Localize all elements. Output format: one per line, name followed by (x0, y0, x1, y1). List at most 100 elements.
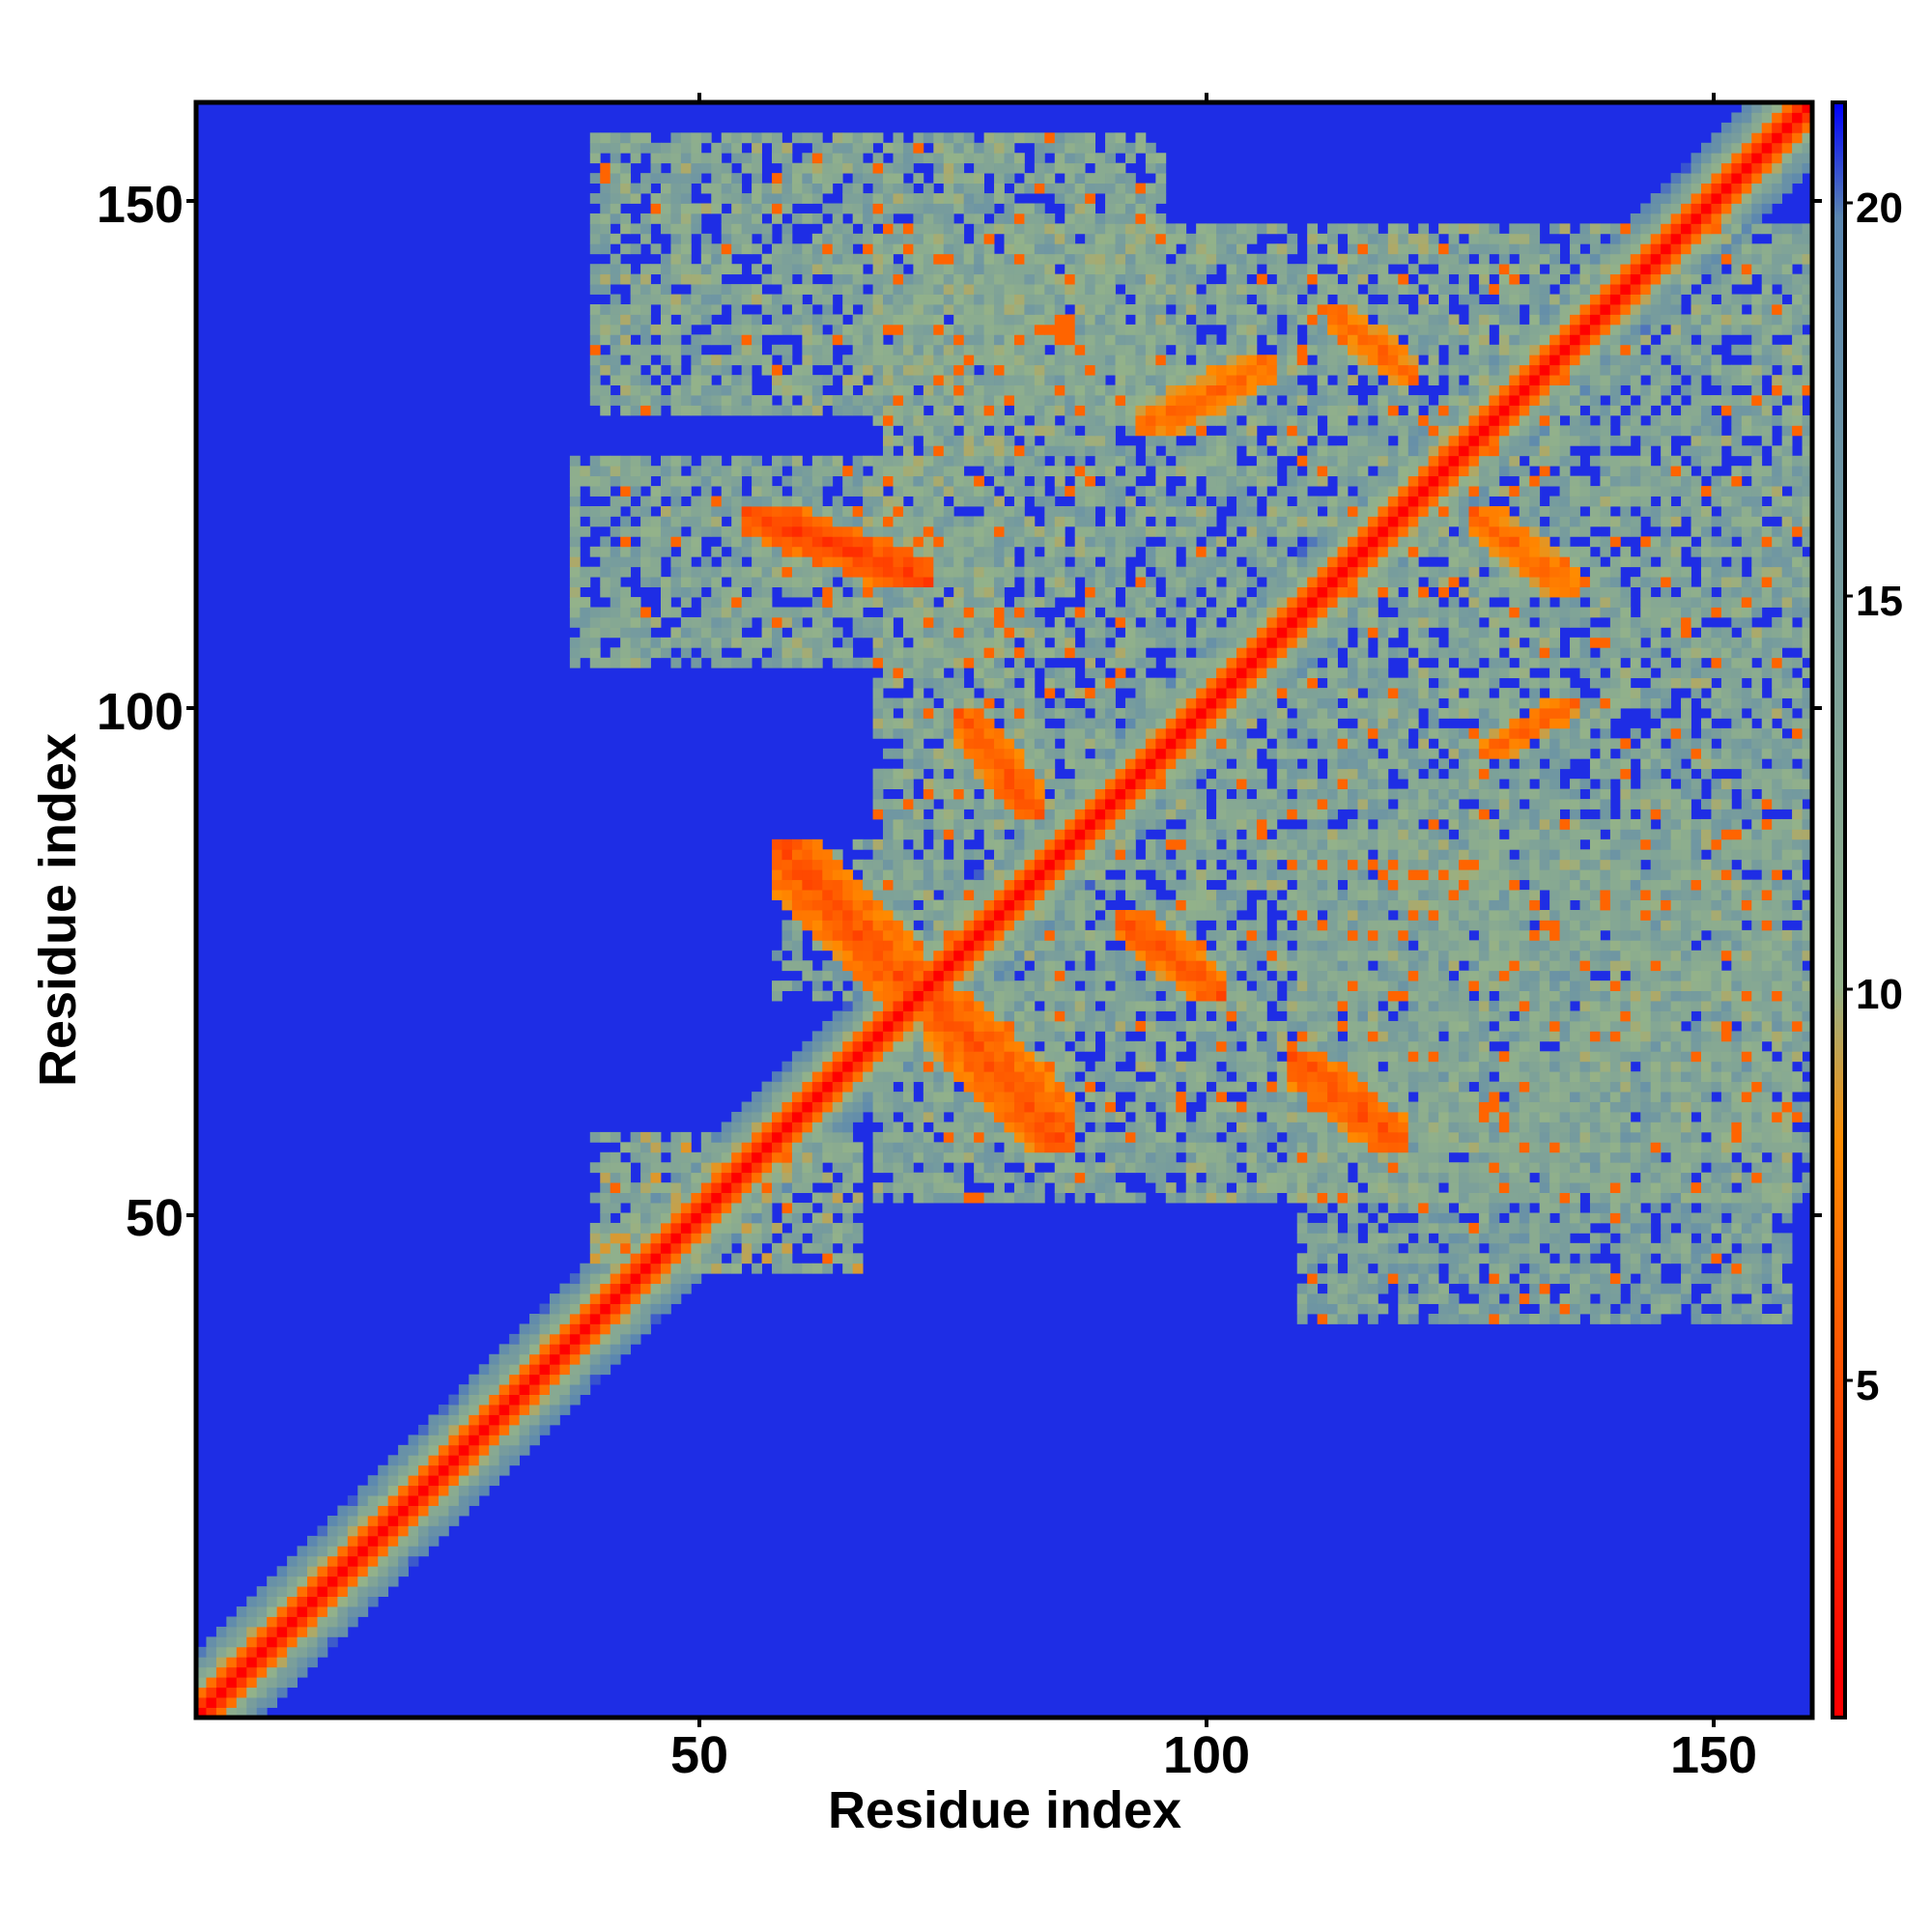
heatmap-cell (438, 1435, 449, 1446)
heatmap-cell (1398, 869, 1409, 881)
heatmap-cell (974, 1172, 984, 1183)
heatmap-cell (994, 1192, 1005, 1204)
heatmap-cell (1570, 1273, 1580, 1285)
heatmap-cell (1438, 970, 1449, 981)
heatmap-cell (1155, 849, 1167, 861)
heatmap-cell (1226, 838, 1237, 850)
heatmap-cell (1519, 1162, 1530, 1174)
heatmap-cell (267, 1626, 278, 1637)
heatmap-cell (580, 1323, 591, 1335)
heatmap-cell (478, 1414, 490, 1426)
heatmap-cell (1609, 1212, 1621, 1224)
heatmap-cell (1448, 1112, 1460, 1122)
heatmap-cell (832, 1040, 843, 1052)
heatmap-cell (1185, 869, 1197, 881)
heatmap-cell (1509, 1172, 1520, 1183)
heatmap-cell (1216, 829, 1227, 840)
heatmap-cell (589, 1293, 601, 1304)
heatmap-cell (317, 1646, 328, 1658)
heatmap-cell (1034, 788, 1045, 800)
heatmap-cell (1135, 1151, 1147, 1163)
heatmap-cell (1589, 890, 1601, 900)
heatmap-cell (1378, 1020, 1389, 1032)
heatmap-cell (1681, 1081, 1691, 1093)
heatmap-cell (1489, 899, 1500, 911)
heatmap-cell (802, 1172, 813, 1183)
heatmap-cell (1236, 1061, 1247, 1072)
heatmap-cell (600, 1203, 611, 1213)
heatmap-cell (1772, 1203, 1783, 1213)
heatmap-cell (1438, 1253, 1449, 1264)
heatmap-cell (1327, 1071, 1338, 1083)
heatmap-cell (791, 1172, 803, 1183)
heatmap-cell (893, 829, 904, 840)
heatmap-cell (1519, 809, 1530, 820)
heatmap-cell (297, 1636, 308, 1648)
heatmap-cell (620, 1263, 632, 1274)
heatmap-cell (953, 1020, 965, 1032)
heatmap-cell (1609, 1092, 1621, 1102)
heatmap-cell (1589, 1172, 1601, 1183)
heatmap-cell (943, 1081, 954, 1093)
heatmap-cell (519, 1424, 530, 1435)
heatmap-cell (1731, 1222, 1743, 1234)
heatmap-cell (478, 1444, 490, 1456)
heatmap-cell (913, 1071, 924, 1083)
heatmap-cell (448, 1444, 460, 1456)
heatmap-cell (842, 1020, 854, 1032)
heatmap-cell (1094, 1112, 1106, 1122)
heatmap-cell (1781, 950, 1793, 961)
heatmap-cell (842, 960, 854, 972)
heatmap-cell (428, 1444, 440, 1456)
heatmap-cell (1630, 1081, 1641, 1093)
heatmap-cell (640, 1283, 651, 1294)
heatmap-cell (822, 1122, 834, 1133)
heatmap-cell (1034, 960, 1045, 972)
heatmap-cell (1630, 1314, 1641, 1324)
heatmap-cell (1105, 970, 1116, 981)
heatmap-cell (1246, 1051, 1258, 1063)
heatmap-cell (772, 859, 782, 870)
heatmap-cell (398, 1495, 409, 1506)
heatmap-cell (1367, 809, 1378, 820)
heatmap-cell (1609, 950, 1621, 961)
heatmap-cell (1761, 1001, 1773, 1011)
heatmap-cell (842, 1162, 854, 1174)
heatmap-cell (983, 1122, 995, 1133)
heatmap-cell (700, 1192, 712, 1204)
heatmap-cell (1226, 970, 1237, 981)
heatmap-cell (549, 1333, 560, 1345)
heatmap-cell (791, 890, 803, 900)
heatmap-cell (1609, 1010, 1621, 1022)
heatmap-cell (1539, 1112, 1550, 1122)
heatmap-cell (1287, 1151, 1298, 1163)
heatmap-cell (781, 1233, 793, 1244)
heatmap-cell (1357, 809, 1369, 820)
heatmap-cell (1296, 1092, 1308, 1102)
heatmap-cell (1004, 980, 1015, 991)
heatmap-cell (1478, 1122, 1490, 1133)
heatmap-cell (1348, 899, 1358, 911)
heatmap-cell (1761, 890, 1773, 900)
heatmap-cell (1519, 1010, 1530, 1022)
heatmap-cell (1459, 1273, 1469, 1285)
heatmap-cell (1307, 1051, 1319, 1063)
heatmap-cell (1751, 1040, 1763, 1052)
heatmap-cell (1781, 1151, 1793, 1163)
heatmap-cell (1529, 1061, 1541, 1072)
heatmap-cell (1185, 1182, 1197, 1193)
heatmap-cell (1711, 940, 1722, 952)
heatmap-cell (1620, 809, 1632, 820)
heatmap-cell (1630, 818, 1641, 830)
heatmap-cell (569, 1293, 581, 1304)
heatmap-cell (1609, 940, 1621, 952)
heatmap-cell (863, 960, 873, 972)
heatmap-cell (1135, 980, 1147, 991)
heatmap-cell (1256, 1010, 1267, 1022)
heatmap-cell (1276, 1031, 1288, 1042)
heatmap-cell (1327, 960, 1338, 972)
heatmap-cell (1145, 838, 1156, 850)
heatmap-cell (953, 929, 965, 941)
heatmap-cell (842, 1092, 854, 1102)
heatmap-cell (589, 1273, 601, 1285)
